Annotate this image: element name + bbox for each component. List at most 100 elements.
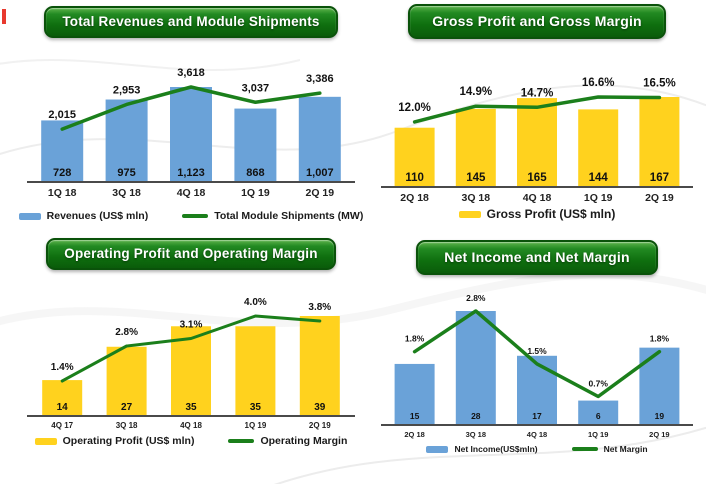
x-axis-label: 2Q 19 (305, 187, 334, 199)
legend-label: Revenues (US$ mln) (46, 210, 149, 222)
bar-value-label: 17 (532, 411, 542, 421)
bar-1q-19 (235, 326, 276, 416)
bar-1q-19 (234, 108, 277, 182)
x-axis-label: 4Q 18 (527, 430, 547, 439)
bar-3q-18 (105, 99, 148, 182)
bar-value-label: 110 (405, 172, 424, 184)
line-value-label: 14.7% (521, 87, 554, 99)
legend: Operating Profit (US$ mln) Operating Marg… (22, 435, 360, 447)
legend-line-swatch (228, 439, 255, 443)
line-value-label: 2,953 (113, 84, 141, 96)
bar-value-label: 15 (410, 411, 420, 421)
bar-value-label: 28 (471, 411, 481, 421)
legend-label: Total Module Shipments (MW) (214, 210, 364, 222)
bar-value-label: 1,123 (177, 167, 205, 179)
line-value-label: 14.9% (459, 86, 492, 98)
x-axis-label: 2Q 18 (400, 192, 429, 204)
legend-item: Revenues (US$ mln) (18, 210, 149, 222)
bar-value-label: 868 (246, 167, 264, 179)
line-value-label: 16.5% (643, 78, 676, 90)
bar-4q-18 (517, 98, 557, 187)
chart-panel-gross-profit-margin: Gross Profit and Gross Margin 110 2Q 18 14… (376, 4, 698, 221)
x-axis-label: 4Q 18 (523, 192, 552, 204)
line-value-label: 2.8% (466, 293, 486, 303)
x-axis-label: 3Q 18 (112, 187, 141, 199)
bar-value-label: 728 (53, 167, 71, 179)
bar-1q-19 (578, 400, 619, 425)
bar-value-label: 39 (314, 402, 326, 413)
trend-line (412, 95, 662, 124)
bar-value-label: 27 (121, 402, 133, 413)
bar-value-label: 19 (655, 411, 665, 421)
legend-label: Net Income(US$mln) (454, 444, 538, 454)
line-value-label: 1.5% (527, 346, 547, 356)
legend-item: Total Module Shipments (MW) (182, 210, 363, 222)
gross-profit-margin-chart: 110 2Q 18 145 3Q 18 165 4Q 18 144 1Q 19 167 2Q 19… (381, 77, 693, 204)
bar-2q-19 (639, 97, 680, 187)
line-value-label: 0.7% (589, 379, 609, 389)
line-value-label: 2.8% (115, 327, 138, 338)
chart-panel-net-income-margin: Net Income and Net Margin 15 2Q 18 28 3Q 18… (376, 240, 698, 454)
legend-item: Operating Margin (228, 435, 347, 447)
trend-line (60, 314, 322, 383)
chart-title-banner: Net Income and Net Margin (416, 240, 658, 275)
legend: Revenues (US$ mln) Total Module Shipments… (18, 210, 363, 222)
chart-panel-revenues-shipments: Total Revenues and Module Shipments 728 1… (18, 6, 363, 222)
x-axis-label: 3Q 18 (116, 421, 138, 430)
x-axis-label: 1Q 19 (584, 192, 613, 204)
bar-value-label: 1,007 (306, 167, 334, 179)
legend-label: Gross Profit (US$ mln) (486, 207, 616, 221)
legend: Net Income(US$mln) Net Margin (376, 444, 698, 454)
line-value-label: 2,015 (48, 109, 76, 121)
bar-3q-18 (106, 346, 147, 416)
bar-value-label: 167 (650, 172, 669, 184)
line-value-label: 1.8% (650, 334, 670, 344)
trend-line (60, 85, 322, 131)
legend-line-swatch (571, 447, 598, 451)
legend-bar-swatch (18, 212, 41, 220)
line-value-label: 16.6% (582, 77, 615, 89)
chart-panel-operating-profit-margin: Operating Profit and Operating Margin 14… (22, 238, 360, 447)
bar-2q-19 (298, 96, 341, 182)
x-axis-label: 4Q 17 (51, 421, 73, 430)
line-value-label: 3.8% (308, 302, 331, 313)
bar-4q-18 (170, 87, 212, 182)
legend-item: Net Income(US$mln) (426, 444, 538, 454)
legend-label: Operating Margin (260, 435, 348, 447)
x-axis-label: 1Q 19 (588, 430, 608, 439)
bar-value-label: 144 (589, 172, 609, 184)
x-axis-label: 3Q 18 (466, 430, 486, 439)
legend-label: Operating Profit (US$ mln) (62, 435, 195, 447)
x-axis-label: 2Q 18 (404, 430, 424, 439)
bar-4q-17 (42, 380, 83, 416)
bar-2q-19 (299, 316, 340, 416)
bar-3q-18 (455, 311, 496, 425)
bar-value-label: 6 (596, 411, 601, 421)
revenues-shipments-chart: 728 1Q 18 975 3Q 18 1,123 4Q 18 868 1Q 19 1,007 2… (27, 67, 355, 199)
operating-profit-margin-chart: 14 4Q 17 27 3Q 18 35 4Q 18 35 1Q 19 39 2Q 19 1.4% 2… (27, 297, 355, 430)
line-value-label: 1.8% (405, 334, 425, 344)
bar-2q-18 (394, 127, 435, 187)
line-value-label: 4.0% (244, 297, 267, 308)
bar-value-label: 165 (527, 172, 547, 184)
chart-title-banner: Operating Profit and Operating Margin (46, 238, 336, 270)
legend-line-swatch (182, 214, 209, 218)
net-income-margin-chart: 15 2Q 18 28 3Q 18 17 4Q 18 6 1Q 19 19 2Q 19 1.8% 2.… (381, 293, 693, 439)
line-value-label: 3,037 (242, 82, 270, 94)
bar-value-label: 35 (185, 402, 197, 413)
bar-3q-18 (455, 108, 496, 187)
chart-title-banner: Total Revenues and Module Shipments (44, 6, 338, 38)
trend-line (412, 309, 662, 399)
bar-value-label: 14 (57, 402, 69, 413)
red-corner-mark (2, 9, 6, 24)
line-value-label: 3,386 (306, 73, 334, 85)
bar-4q-18 (517, 355, 557, 425)
bar-2q-18 (394, 363, 435, 425)
legend: Gross Profit (US$ mln) (376, 207, 698, 221)
x-axis-label: 2Q 19 (645, 192, 674, 204)
bar-value-label: 145 (466, 172, 486, 184)
legend-label: Net Margin (603, 444, 648, 454)
legend-bar-swatch (458, 210, 481, 218)
line-value-label: 3.1% (180, 320, 203, 331)
bar-value-label: 975 (117, 167, 135, 179)
